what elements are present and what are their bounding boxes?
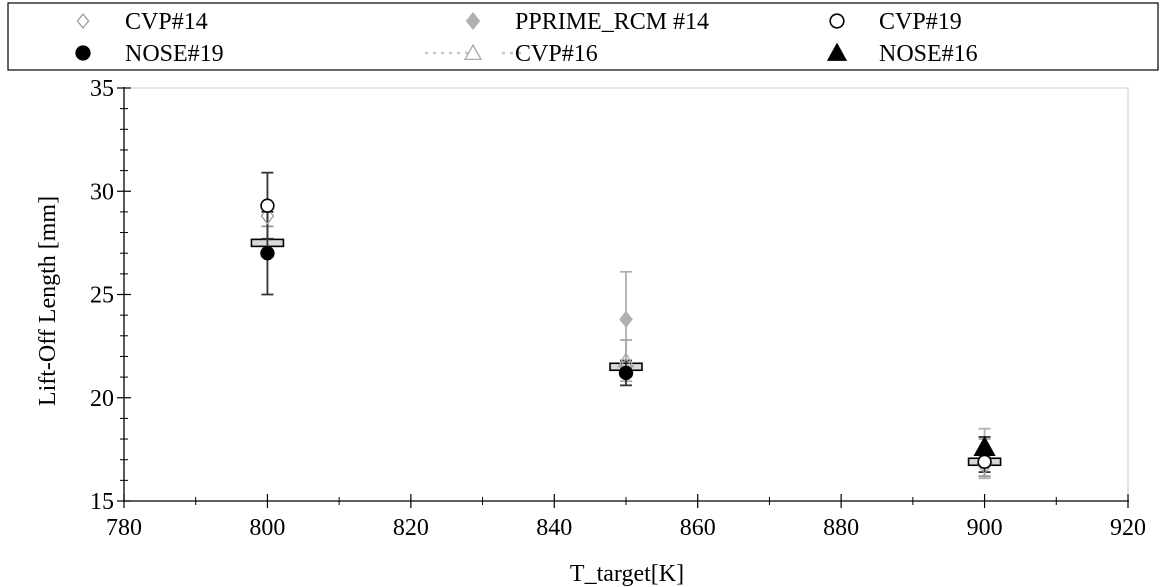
legend-marker-cvp-14	[76, 12, 90, 30]
legend-marker-cvp-19	[829, 13, 845, 29]
series-nose-19	[261, 210, 632, 387]
x-tick-label: 800	[249, 515, 285, 541]
data-point	[260, 207, 275, 225]
legend-marker-cvp-16	[463, 43, 483, 61]
legend-label-nose-16: NOSE#16	[879, 41, 978, 67]
legend-label-nose-19: NOSE#19	[125, 41, 224, 67]
markers-nose-19	[260, 246, 634, 381]
y-tick-label: 20	[90, 386, 114, 412]
x-tick-label: 920	[1110, 515, 1146, 541]
legend-label-cvp-16: CVP#16	[515, 41, 598, 67]
legend: CVP#14 PPRIME_RCM #14 CVP#19 NOSE#19 CVP#16 N…	[7, 2, 1159, 71]
x-tick-label: 900	[967, 515, 1003, 541]
y-tick-label: 15	[90, 489, 114, 515]
data-point	[618, 365, 634, 381]
markers-nose-16	[973, 435, 996, 456]
x-axis-label: T_target[K]	[570, 561, 684, 587]
x-tick-label: 880	[823, 515, 859, 541]
legend-marker-nose-19	[75, 45, 91, 61]
legend-label-cvp-14: CVP#14	[125, 9, 208, 35]
data-point	[260, 246, 275, 261]
x-tick-label: 780	[106, 515, 142, 541]
series-pprime-rcm-14	[620, 270, 991, 480]
legend-marker-nose-16	[826, 42, 848, 61]
x-tick-label: 860	[680, 515, 716, 541]
y-axis-label: Lift-Off Length [mm]	[35, 196, 61, 406]
series-cvp-16	[620, 339, 991, 478]
y-tick-label: 25	[90, 283, 114, 309]
markers-pprime-rcm-14	[619, 310, 992, 463]
y-tick-label: 30	[90, 179, 114, 205]
data-series	[260, 171, 996, 480]
legend-label-pprime-rcm-14: PPRIME_RCM #14	[515, 9, 709, 35]
data-point	[973, 435, 996, 456]
legend-frame	[7, 2, 1159, 71]
legend-marker-pprime-rcm-14	[465, 11, 481, 31]
data-point	[619, 310, 633, 328]
markers-cvp-19	[260, 198, 992, 469]
data-point	[977, 454, 992, 469]
axes: 780 800 820 840 860 880 900 920 15 20 25 30 35	[90, 76, 1146, 541]
data-point	[260, 198, 275, 213]
markers-cvp-16	[617, 351, 994, 465]
x-tick-label: 840	[536, 515, 572, 541]
x-tick-label: 820	[393, 515, 429, 541]
legend-label-cvp-19: CVP#19	[879, 9, 962, 35]
y-tick-label: 35	[90, 76, 114, 102]
